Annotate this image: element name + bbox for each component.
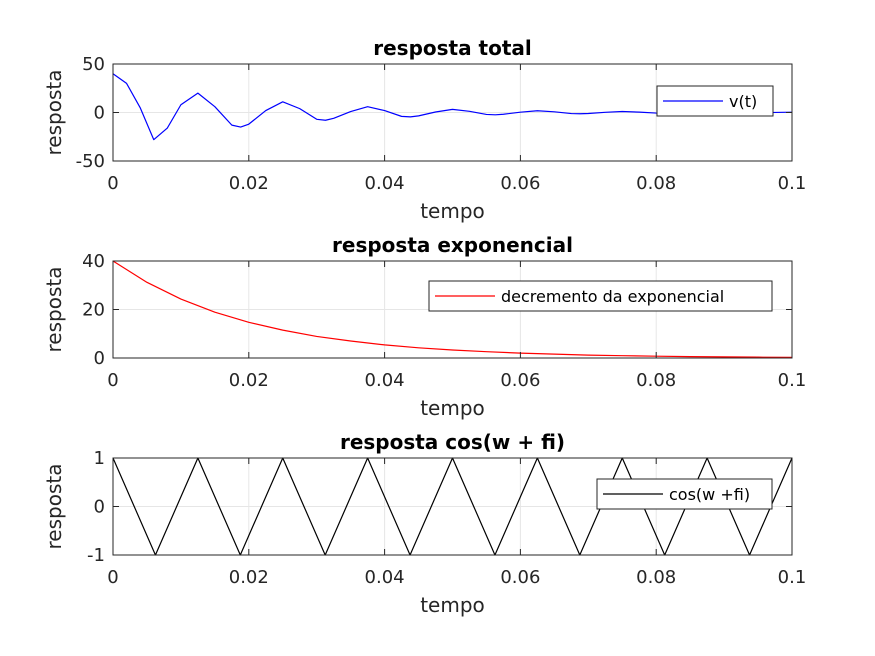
chart-3-title: resposta cos(w + fi): [340, 430, 565, 454]
chart-2-x-tick-label: 0.04: [365, 370, 405, 391]
chart-2-x-tick-label: 0.06: [500, 370, 540, 391]
chart-1-x-tick-label: 0: [107, 173, 118, 194]
chart-3-legend-label: cos(w +fi): [669, 485, 750, 504]
chart-1-y-tick-label: 50: [82, 54, 105, 75]
chart-1-legend-label: v(t): [729, 92, 757, 111]
chart-3-x-axis-label: tempo: [420, 593, 485, 617]
chart-2-x-tick-label: 0.1: [778, 370, 807, 391]
chart-2-y-axis-label: resposta: [42, 267, 66, 353]
chart-2-y-tick-label: 40: [82, 251, 105, 272]
chart-2-x-tick-label: 0.02: [229, 370, 269, 391]
chart-2-y-tick-label: 0: [94, 348, 105, 369]
chart-1-x-tick-label: 0.1: [778, 173, 807, 194]
chart-1-x-axis-label: tempo: [420, 199, 485, 223]
chart-2-x-axis-label: tempo: [420, 396, 485, 420]
chart-2-x-tick-label: 0: [107, 370, 118, 391]
chart-3-x-tick-label: 0.04: [365, 567, 405, 588]
chart-1-title: resposta total: [373, 36, 532, 60]
chart-2-y-tick-label: 20: [82, 300, 105, 321]
chart-3-y-axis-label: resposta: [42, 464, 66, 550]
chart-3-x-tick-label: 0: [107, 567, 118, 588]
chart-1-x-tick-label: 0.04: [365, 173, 405, 194]
chart-3-y-tick-label: 1: [94, 448, 105, 469]
chart-1-y-axis-label: resposta: [42, 70, 66, 156]
chart-1-x-tick-label: 0.08: [636, 173, 676, 194]
chart-2-legend-label: decremento da exponencial: [501, 287, 724, 306]
chart-1-x-tick-label: 0.06: [500, 173, 540, 194]
chart-2-x-tick-label: 0.08: [636, 370, 676, 391]
chart-2-title: resposta exponencial: [332, 233, 573, 257]
chart-1-y-tick-label: -50: [76, 151, 105, 172]
chart-3-x-tick-label: 0.08: [636, 567, 676, 588]
chart-3-y-tick-label: -1: [87, 545, 105, 566]
chart-3-x-tick-label: 0.06: [500, 567, 540, 588]
chart-3-x-tick-label: 0.1: [778, 567, 807, 588]
chart-1-x-tick-label: 0.02: [229, 173, 269, 194]
chart-3-x-tick-label: 0.02: [229, 567, 269, 588]
chart-2-series-line: [112, 260, 793, 358]
chart-1-y-tick-label: 0: [94, 103, 105, 124]
chart-3-y-tick-label: 0: [94, 497, 105, 518]
